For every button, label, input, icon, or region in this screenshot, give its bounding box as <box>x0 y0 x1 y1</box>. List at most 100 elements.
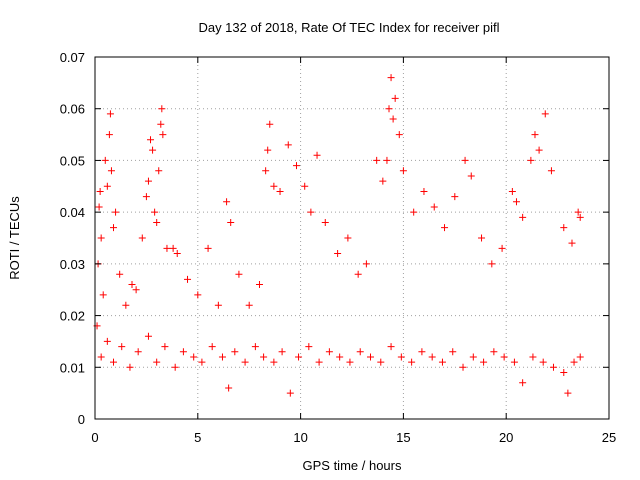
data-point <box>126 363 134 371</box>
data-point <box>227 218 235 226</box>
data-point <box>531 131 539 139</box>
data-point <box>270 358 278 366</box>
data-point <box>313 151 321 159</box>
data-point <box>284 141 292 149</box>
data-point <box>539 358 547 366</box>
data-point <box>264 146 272 154</box>
data-point <box>395 131 403 139</box>
data-point <box>527 156 535 164</box>
data-point <box>171 363 179 371</box>
data-point <box>95 203 103 211</box>
data-point <box>158 105 166 113</box>
data-point <box>410 208 418 216</box>
data-point <box>138 234 146 242</box>
data-point <box>377 358 385 366</box>
data-point <box>96 187 104 195</box>
data-point <box>173 250 181 258</box>
data-point <box>105 131 113 139</box>
data-point <box>118 343 126 351</box>
data-point <box>225 384 233 392</box>
data-point <box>292 162 300 170</box>
data-point <box>354 270 362 278</box>
data-point <box>418 348 426 356</box>
x-tick-label: 10 <box>293 430 307 445</box>
data-point <box>387 343 395 351</box>
data-point <box>362 260 370 268</box>
y-tick-label: 0.02 <box>60 309 85 324</box>
data-point <box>438 358 446 366</box>
data-point <box>541 110 549 118</box>
x-tick-label: 15 <box>396 430 410 445</box>
data-point <box>480 358 488 366</box>
data-point <box>151 208 159 216</box>
data-point <box>110 358 118 366</box>
data-point <box>391 94 399 102</box>
data-point <box>560 224 568 232</box>
data-point <box>428 353 436 361</box>
data-point <box>379 177 387 185</box>
data-point <box>184 275 192 283</box>
data-point <box>519 379 527 387</box>
data-point <box>198 358 206 366</box>
y-tick-label: 0.07 <box>60 50 85 65</box>
data-point <box>112 208 120 216</box>
data-point <box>387 74 395 82</box>
data-point <box>103 337 111 345</box>
data-point <box>389 115 397 123</box>
y-tick-label: 0.05 <box>60 153 85 168</box>
grid-lines <box>95 57 609 419</box>
y-tick-label: 0.03 <box>60 257 85 272</box>
data-point <box>461 156 469 164</box>
data-point <box>305 343 313 351</box>
data-point <box>251 343 259 351</box>
data-point <box>231 348 239 356</box>
data-point <box>147 136 155 144</box>
x-axis-label: GPS time / hours <box>303 458 402 473</box>
data-point <box>568 239 576 247</box>
data-point <box>356 348 364 356</box>
data-point <box>194 291 202 299</box>
data-point <box>278 348 286 356</box>
data-point <box>529 353 537 361</box>
data-point <box>321 218 329 226</box>
data-point <box>286 389 294 397</box>
axis-ticks: 0 5 10 15 20 25 0 0.01 0.02 0.03 0.04 0.05 0.06 0.07 <box>60 50 617 445</box>
data-point <box>490 348 498 356</box>
data-point <box>255 281 263 289</box>
data-point <box>276 187 284 195</box>
data-point <box>142 193 150 201</box>
data-point <box>204 244 212 252</box>
data-point <box>134 348 142 356</box>
data-point <box>144 332 152 340</box>
data-point <box>110 224 118 232</box>
data-point <box>161 343 169 351</box>
data-point <box>336 353 344 361</box>
data-point <box>99 291 107 299</box>
data-point <box>467 172 475 180</box>
data-point <box>153 218 161 226</box>
data-point <box>459 363 467 371</box>
data-point <box>519 213 527 221</box>
data-point <box>128 281 136 289</box>
x-tick-label: 25 <box>602 430 616 445</box>
data-point <box>469 353 477 361</box>
data-point <box>334 250 342 258</box>
data-point <box>262 167 270 175</box>
x-tick-label: 5 <box>194 430 201 445</box>
data-point <box>408 358 416 366</box>
data-point <box>510 358 518 366</box>
data-point <box>441 224 449 232</box>
data-point <box>574 208 582 216</box>
data-point <box>500 353 508 361</box>
y-axis-label: ROTI / TECUs <box>7 196 22 280</box>
data-point <box>383 156 391 164</box>
data-point <box>159 131 167 139</box>
x-tick-label: 20 <box>499 430 513 445</box>
data-point <box>315 358 323 366</box>
data-point <box>547 167 555 175</box>
data-point <box>107 167 115 175</box>
data-point <box>512 198 520 206</box>
data-point <box>116 270 124 278</box>
data-point <box>399 167 407 175</box>
